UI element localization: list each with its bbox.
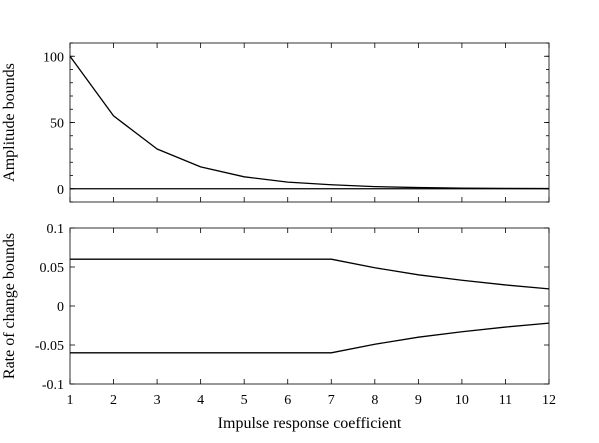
amplitude-bounds-panel: 0 50 100 Amplitude bounds [1,42,550,203]
y-tick-label: -0.05 [35,339,64,354]
y-tick-label: 0 [57,183,64,198]
x-tick-label: 12 [542,393,556,408]
y-axis-title: Rate of change bounds [1,233,18,379]
x-axis-title: Impulse response coefficient [218,415,402,432]
x-tick-label: 2 [110,393,117,408]
x-tick-label: 9 [415,393,422,408]
y-axis-title: Amplitude bounds [1,63,18,182]
x-tick-label: 7 [328,393,335,408]
axes-box [69,227,550,385]
x-tick-label: 11 [499,393,512,408]
axes-box [69,42,550,203]
x-tick-label: 4 [197,393,204,408]
series-line-1 [70,322,550,354]
y-tick-label: 0.1 [47,222,65,237]
x-tick-label: 10 [455,393,469,408]
x-tick-label: 1 [67,393,74,408]
x-tick-label: 5 [241,393,248,408]
y-tick-label: -0.1 [42,378,64,393]
x-tick-label: 6 [284,393,291,408]
series-line-0 [69,55,550,190]
x-tick-label: 8 [371,393,378,408]
series-line-0 [70,258,550,290]
y-tick-label: 50 [50,117,64,132]
y-tick-label: 0.05 [40,261,65,276]
y-tick-label: 100 [43,50,64,65]
x-tick-label: 3 [154,393,161,408]
y-tick-label: 0 [57,300,64,315]
